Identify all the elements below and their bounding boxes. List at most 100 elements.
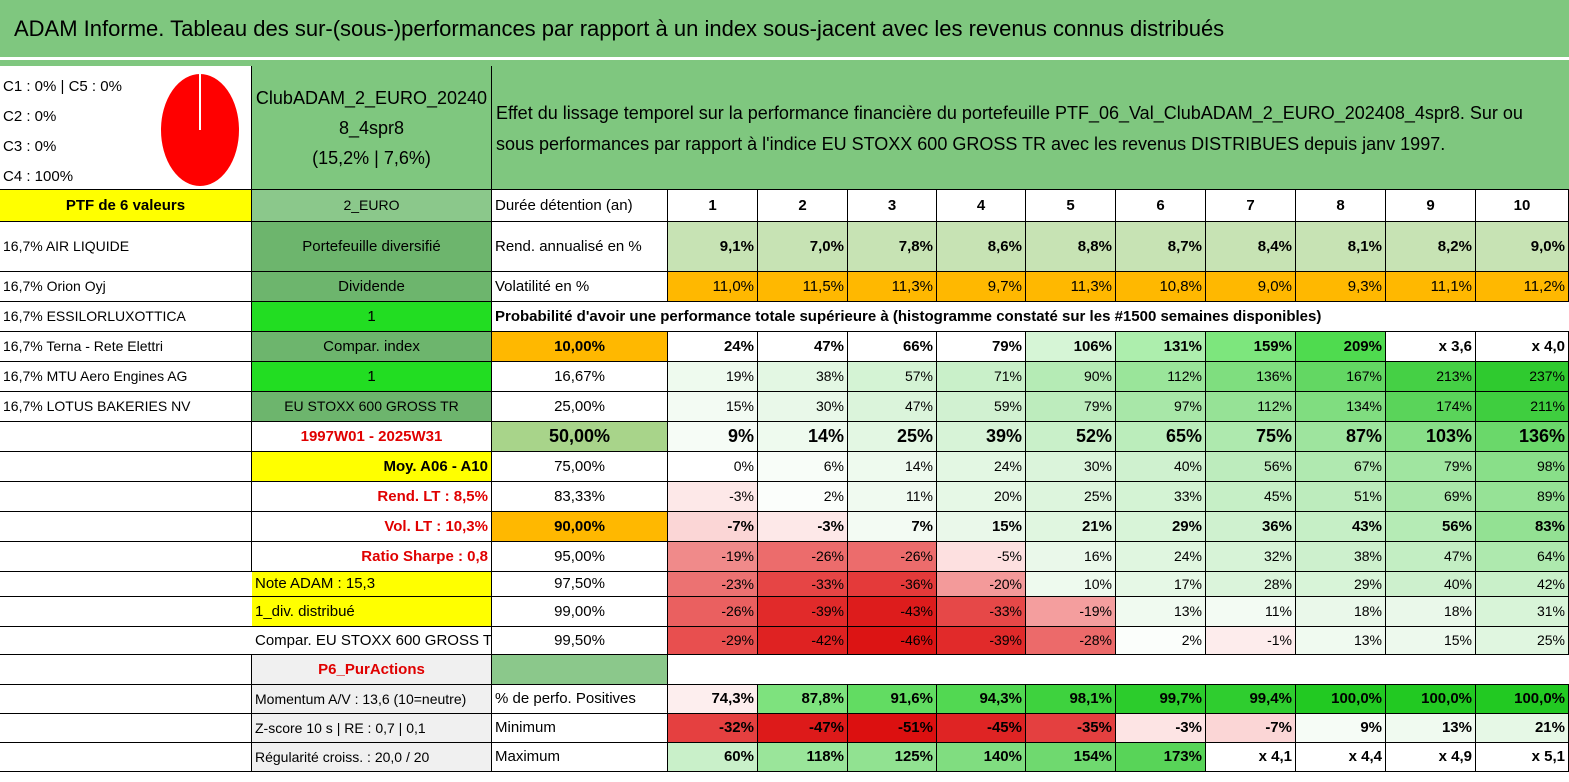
strategy-label: P6_PurActions — [252, 655, 492, 685]
portfolio-attribute-cell: Portefeuille diversifié — [252, 222, 492, 272]
performance-value: 24% — [937, 452, 1026, 482]
empty-cell — [0, 422, 252, 452]
performance-value: -26% — [848, 542, 937, 572]
performance-value: 18% — [1386, 597, 1476, 627]
volatility-label: Volatilité en % — [492, 272, 668, 302]
holding-row: 16,7% Orion Oyj — [0, 272, 252, 302]
stat-label: Régularité croiss. : 20,0 / 20 — [252, 743, 492, 772]
portfolio-attribute-cell: 2_EURO — [252, 190, 492, 222]
positive-share-value: 99,7% — [1116, 685, 1206, 714]
probability-caption: Probabilité d'avoir une performance tota… — [492, 302, 1569, 332]
annual-return-value: 8,7% — [1116, 222, 1206, 272]
performance-value: 18% — [1296, 597, 1386, 627]
performance-value: 15% — [937, 512, 1026, 542]
year-header: 8 — [1296, 190, 1386, 222]
performance-value: -1% — [1206, 627, 1296, 655]
positive-share-value: 100,0% — [1386, 685, 1476, 714]
portfolio-attribute-cell: EU STOXX 600 GROSS TR — [252, 392, 492, 422]
performance-value: 45% — [1206, 482, 1296, 512]
performance-value: 40% — [1116, 452, 1206, 482]
holding-row: 16,7% LOTUS BAKERIES NV — [0, 392, 252, 422]
performance-value: 47% — [848, 392, 937, 422]
performance-value: 16% — [1026, 542, 1116, 572]
maximum-value: 125% — [848, 743, 937, 772]
indicator-label: Compar. EU STOXX 600 GROSS TR — [252, 627, 492, 655]
empty-cell — [0, 512, 252, 542]
year-header: 7 — [1206, 190, 1296, 222]
annual-return-label: Rend. annualisé en % — [492, 222, 668, 272]
year-header: 5 — [1026, 190, 1116, 222]
performance-value: -26% — [758, 542, 848, 572]
performance-value: 136% — [1476, 422, 1569, 452]
performance-value: 11% — [1206, 597, 1296, 627]
title-strip — [0, 60, 1569, 66]
performance-value: 209% — [1296, 332, 1386, 362]
performance-value: 19% — [668, 362, 758, 392]
volatility-value: 11,3% — [1026, 272, 1116, 302]
performance-value: 57% — [848, 362, 937, 392]
volatility-value: 9,0% — [1206, 272, 1296, 302]
empty-cell — [0, 542, 252, 572]
year-header: 3 — [848, 190, 937, 222]
minimum-value: -7% — [1206, 714, 1296, 743]
year-header: 6 — [1116, 190, 1206, 222]
maximum-value: 60% — [668, 743, 758, 772]
portfolio-attribute-cell: Compar. index — [252, 332, 492, 362]
performance-value: 15% — [1386, 627, 1476, 655]
performance-value: 131% — [1116, 332, 1206, 362]
performance-value: 79% — [1386, 452, 1476, 482]
performance-value: -23% — [668, 572, 758, 597]
volatility-value: 10,8% — [1116, 272, 1206, 302]
quantile-label: 99,00% — [492, 597, 668, 627]
performance-value: 6% — [758, 452, 848, 482]
holdings-count-cell: PTF de 6 valeurs — [0, 190, 252, 222]
volatility-value: 11,2% — [1476, 272, 1569, 302]
allocation-pie-box: C1 : 0% | C5 : 0% C2 : 0% C3 : 0% C4 : 1… — [0, 66, 252, 190]
performance-value: 66% — [848, 332, 937, 362]
minimum-value: -32% — [668, 714, 758, 743]
quantile-label: 99,50% — [492, 627, 668, 655]
performance-value: 29% — [1116, 512, 1206, 542]
minimum-value: 13% — [1386, 714, 1476, 743]
performance-value: 25% — [1026, 482, 1116, 512]
positive-share-value: 98,1% — [1026, 685, 1116, 714]
positive-share-value: 74,3% — [668, 685, 758, 714]
performance-value: 69% — [1386, 482, 1476, 512]
description-text: Effet du lissage temporel sur la perform… — [496, 103, 1523, 154]
year-header: 2 — [758, 190, 848, 222]
minimum-label: Minimum — [492, 714, 668, 743]
performance-value: -33% — [937, 597, 1026, 627]
performance-value: 56% — [1386, 512, 1476, 542]
performance-value: 67% — [1296, 452, 1386, 482]
performance-value: 64% — [1476, 542, 1569, 572]
performance-value: 42% — [1476, 572, 1569, 597]
portfolio-attribute-cell: Dividende — [252, 272, 492, 302]
quantile-label: 10,00% — [492, 332, 668, 362]
minimum-value: -35% — [1026, 714, 1116, 743]
positive-share-value: 94,3% — [937, 685, 1026, 714]
holding-period-label: Durée détention (an) — [492, 190, 668, 222]
maximum-value: x 5,1 — [1476, 743, 1569, 772]
performance-value: -5% — [937, 542, 1026, 572]
positive-share-value: 87,8% — [758, 685, 848, 714]
performance-value: 38% — [758, 362, 848, 392]
performance-value: -28% — [1026, 627, 1116, 655]
performance-value: 112% — [1206, 392, 1296, 422]
performance-value: -43% — [848, 597, 937, 627]
performance-value: 20% — [937, 482, 1026, 512]
quantile-label: 16,67% — [492, 362, 668, 392]
allocation-pie-chart — [159, 72, 241, 188]
empty-cell — [668, 655, 1569, 685]
performance-value: 237% — [1476, 362, 1569, 392]
volatility-value: 11,5% — [758, 272, 848, 302]
annual-return-value: 8,1% — [1296, 222, 1386, 272]
performance-value: 59% — [937, 392, 1026, 422]
maximum-value: x 4,4 — [1296, 743, 1386, 772]
empty-cell — [0, 714, 252, 743]
performance-value: 211% — [1476, 392, 1569, 422]
maximum-value: 140% — [937, 743, 1026, 772]
title-text: ADAM Informe. Tableau des sur-(sous-)per… — [14, 15, 1225, 41]
performance-value: 13% — [1296, 627, 1386, 655]
indicator-label: Moy. A06 - A10 — [252, 452, 492, 482]
empty-cell — [0, 655, 252, 685]
